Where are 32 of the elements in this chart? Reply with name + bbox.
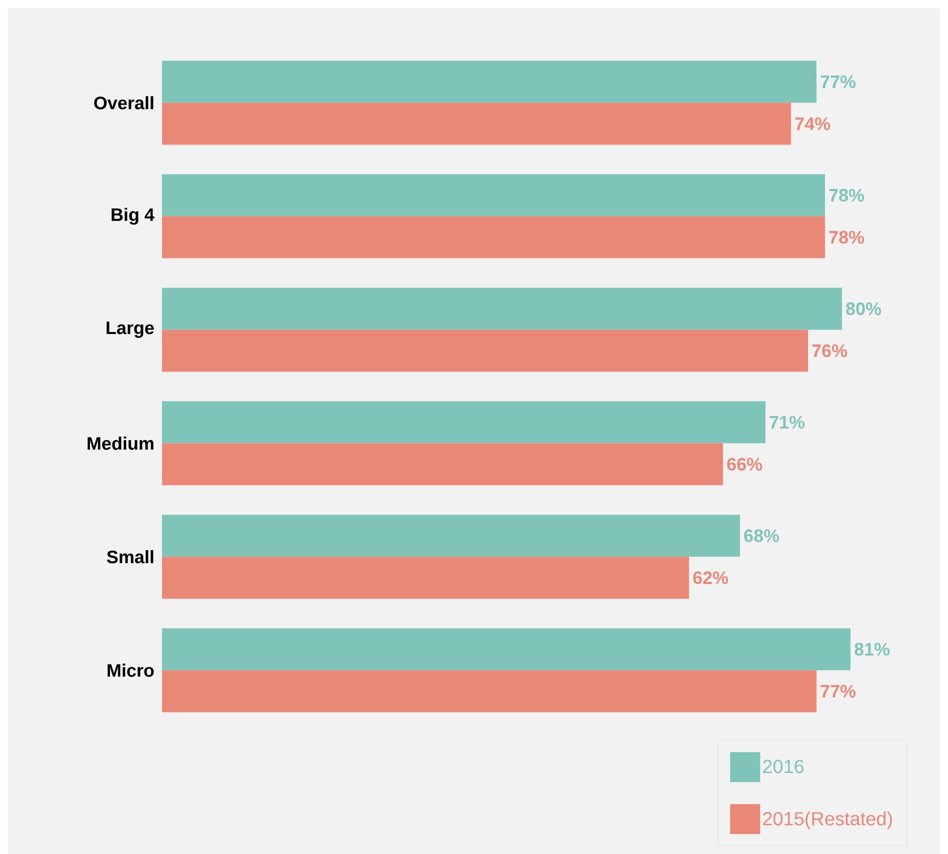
data-label: 71% (770, 416, 805, 429)
data-label: 77% (820, 684, 856, 698)
data-label: 78% (829, 230, 864, 244)
data-label: 76% (812, 344, 848, 358)
y-tick-label: Medium (88, 436, 154, 450)
data-label: 80% (846, 302, 882, 316)
bar (162, 628, 850, 670)
bar (162, 102, 791, 145)
y-tick-label: Micro (108, 664, 154, 677)
bar (162, 174, 825, 216)
data-label: 81% (854, 642, 890, 656)
bar (162, 330, 808, 372)
y-tick-label: Overall (94, 96, 154, 110)
data-label: 78% (829, 188, 864, 202)
y-tick-label: Small (106, 550, 154, 564)
legend-label: 2016 (763, 760, 804, 774)
data-label: 77% (820, 75, 856, 88)
bar (162, 216, 825, 258)
data-label: 62% (693, 571, 728, 584)
data-label: 68% (744, 529, 780, 542)
bar (162, 670, 816, 712)
data-label: 74% (795, 117, 830, 130)
bar (162, 556, 689, 599)
y-tick-label: Big 4 (112, 208, 154, 225)
bar (162, 443, 723, 486)
data-label: 66% (727, 458, 762, 471)
bar (162, 514, 740, 557)
bar (162, 401, 766, 444)
y-tick-label: Large (106, 322, 154, 338)
bar (162, 288, 842, 330)
bar (162, 60, 816, 103)
legend-label: 2015(Restated) (763, 811, 892, 830)
